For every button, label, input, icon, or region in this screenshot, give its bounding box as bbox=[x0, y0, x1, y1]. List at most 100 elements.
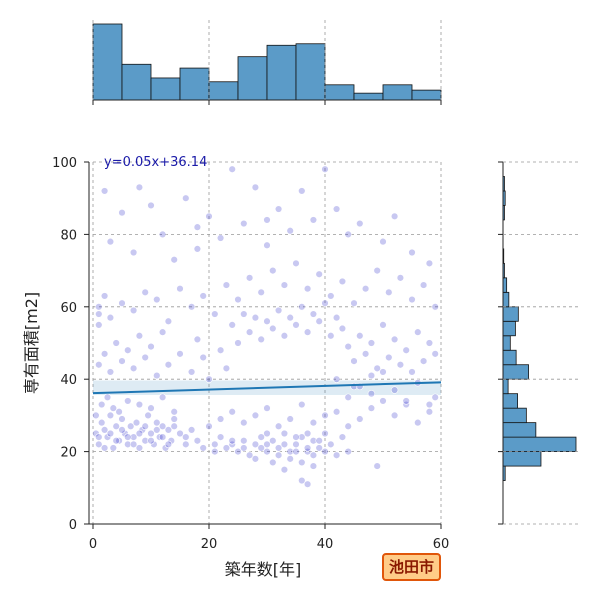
scatter-point bbox=[100, 187, 109, 195]
scatter-point bbox=[321, 411, 329, 420]
scatter-point bbox=[315, 270, 323, 278]
scatter-point bbox=[263, 440, 271, 449]
scatter-point bbox=[97, 400, 106, 409]
scatter-point bbox=[187, 426, 196, 434]
scatter-point bbox=[356, 332, 364, 340]
scatter-point bbox=[144, 411, 152, 420]
scatter-point bbox=[205, 422, 213, 430]
scatter-point bbox=[222, 281, 231, 289]
scatter-point bbox=[245, 451, 254, 459]
scatter-point bbox=[147, 201, 155, 210]
scatter-point bbox=[292, 433, 300, 441]
scatter-point bbox=[109, 404, 118, 412]
scatter-point bbox=[164, 440, 173, 449]
scatter-point bbox=[103, 393, 112, 401]
scatter-point bbox=[182, 440, 190, 449]
scatter-point bbox=[373, 266, 381, 275]
scatter-point bbox=[147, 342, 155, 351]
scatter-point bbox=[280, 466, 289, 474]
scatter-point bbox=[263, 447, 271, 456]
scatter-point bbox=[106, 313, 115, 322]
scatter-point bbox=[263, 404, 271, 412]
scatter-point bbox=[216, 234, 225, 242]
scatter-point bbox=[269, 266, 277, 275]
x-histogram-bar bbox=[324, 84, 355, 101]
scatter-point bbox=[292, 321, 300, 329]
city-badge: 池田市 bbox=[382, 553, 442, 581]
scatter-point bbox=[109, 444, 118, 452]
scatter-point bbox=[373, 462, 381, 470]
scatter-point bbox=[95, 321, 103, 329]
scatter-point bbox=[274, 205, 283, 213]
scatter-point bbox=[170, 256, 178, 264]
scatter-point bbox=[112, 437, 120, 445]
scatter-point bbox=[176, 285, 184, 293]
scatter-point bbox=[251, 411, 260, 420]
y-tick-label: 20 bbox=[60, 446, 77, 461]
scatter-point bbox=[211, 440, 219, 449]
scatter-point bbox=[251, 455, 260, 463]
scatter-point bbox=[100, 426, 109, 434]
scatter-point bbox=[298, 400, 306, 409]
scatter-point bbox=[379, 321, 387, 329]
scatter-point bbox=[298, 433, 306, 441]
scatter-point bbox=[106, 411, 115, 420]
scatter-point bbox=[187, 303, 196, 311]
scatter-point bbox=[367, 404, 376, 412]
scatter-point bbox=[257, 433, 265, 441]
scatter-point bbox=[141, 353, 149, 362]
scatter-point bbox=[251, 313, 260, 322]
scatter-point bbox=[292, 440, 300, 449]
scatter-point bbox=[135, 444, 144, 452]
scatter-point bbox=[95, 440, 103, 449]
scatter-point bbox=[321, 165, 329, 173]
x-histogram-bar bbox=[208, 81, 239, 101]
scatter-point bbox=[158, 328, 167, 336]
scatter-point bbox=[124, 433, 132, 441]
scatter-point bbox=[118, 426, 126, 434]
y-tick-label: 80 bbox=[60, 228, 77, 243]
scatter-point bbox=[222, 444, 231, 452]
scatter-point bbox=[356, 415, 364, 423]
scatter-point bbox=[187, 368, 196, 376]
scatter-point bbox=[425, 408, 434, 416]
scatter-point bbox=[309, 462, 318, 470]
scatter-point bbox=[408, 368, 416, 376]
top-histogram bbox=[92, 23, 442, 101]
scatter-point bbox=[153, 426, 161, 434]
scatter-point bbox=[321, 299, 329, 307]
scatter-point bbox=[205, 212, 213, 221]
scatter-point bbox=[280, 440, 289, 449]
scatter-point bbox=[164, 426, 173, 434]
y-histogram-bar bbox=[502, 306, 519, 322]
scatter-point bbox=[245, 274, 254, 282]
scatter-point bbox=[100, 444, 109, 452]
scatter-point bbox=[425, 400, 434, 409]
scatter-point bbox=[193, 335, 202, 344]
scatter-point bbox=[257, 444, 265, 452]
scatter-point bbox=[199, 292, 207, 300]
x-histogram-bar bbox=[179, 67, 210, 101]
scatter-point bbox=[274, 451, 283, 459]
scatter-point bbox=[135, 332, 144, 340]
y-axis-title: 専有面積[m2] bbox=[22, 292, 41, 394]
scatter-point bbox=[170, 422, 178, 430]
scatter-point bbox=[292, 259, 300, 268]
scatter-point bbox=[240, 219, 248, 228]
scatter-point bbox=[414, 418, 422, 427]
scatter-point bbox=[408, 295, 416, 304]
scatter-point bbox=[216, 415, 225, 423]
scatter-point bbox=[309, 451, 318, 459]
right-histogram bbox=[502, 176, 577, 481]
x-histogram-bar bbox=[266, 44, 297, 101]
y-histogram-bar bbox=[502, 451, 542, 467]
x-tick-label: 60 bbox=[433, 537, 450, 552]
scatter-point bbox=[269, 437, 277, 445]
scatter-point bbox=[115, 408, 123, 416]
scatter-point bbox=[95, 310, 103, 318]
scatter-point bbox=[286, 313, 294, 322]
x-axis-ticks: 0 20 40 60 bbox=[89, 524, 449, 552]
scatter-point bbox=[106, 237, 115, 246]
scatter-point bbox=[361, 350, 370, 358]
